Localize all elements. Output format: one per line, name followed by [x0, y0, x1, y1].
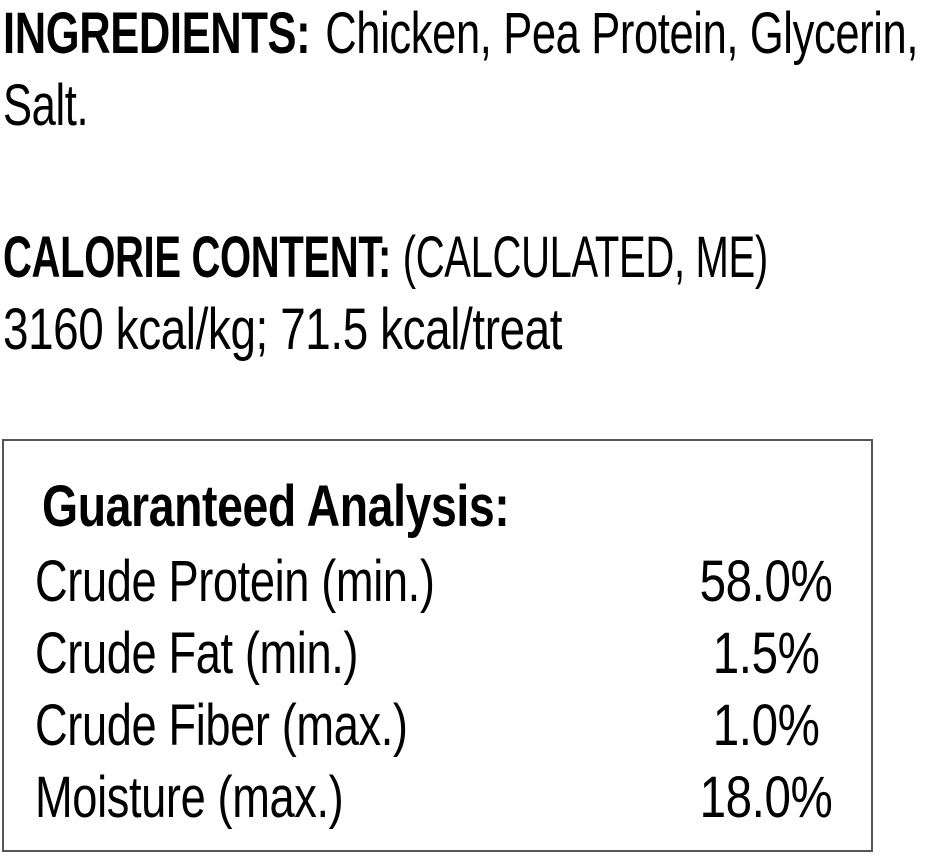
guaranteed-analysis-box: Guaranteed Analysis: Crude Protein (min.… — [2, 439, 873, 852]
nutrient-label-crude-protein: Crude Protein (min.) — [35, 549, 435, 614]
table-row: Crude Protein (min.) 58.0% — [35, 546, 871, 618]
table-row: Moisture (max.) 18.0% — [35, 762, 871, 834]
nutrient-label-moisture: Moisture (max.) — [35, 765, 344, 830]
calorie-content-heading: CALORIE CONTENT: — [3, 225, 392, 290]
nutrient-value-crude-protein: 58.0% — [699, 549, 833, 614]
ingredients-list-continued: Salt. — [3, 73, 89, 138]
ingredients-heading: INGREDIENTS: — [3, 1, 311, 66]
nutrient-label-crude-fat: Crude Fat (min.) — [35, 621, 359, 686]
nutrient-value-crude-fiber: 1.0% — [712, 693, 820, 758]
calorie-method: (CALCULATED, ME) — [402, 225, 768, 290]
calorie-values: 3160 kcal/kg; 71.5 kcal/treat — [3, 297, 563, 362]
table-row: Crude Fiber (max.) 1.0% — [35, 690, 871, 762]
nutrient-value-crude-fat: 1.5% — [712, 621, 820, 686]
nutrient-value-moisture: 18.0% — [699, 765, 833, 830]
ingredients-section: INGREDIENTS: Chicken, Pea Protein, Glycer… — [3, 0, 931, 142]
table-row: Crude Fat (min.) 1.5% — [35, 618, 871, 690]
nutrient-label-crude-fiber: Crude Fiber (max.) — [35, 693, 408, 758]
ingredients-list: Chicken, Pea Protein, Glycerin, — [325, 1, 919, 66]
guaranteed-analysis-title: Guaranteed Analysis: — [42, 474, 510, 539]
calorie-content-section: CALORIE CONTENT: (CALCULATED, ME) 3160 kc… — [3, 222, 931, 366]
